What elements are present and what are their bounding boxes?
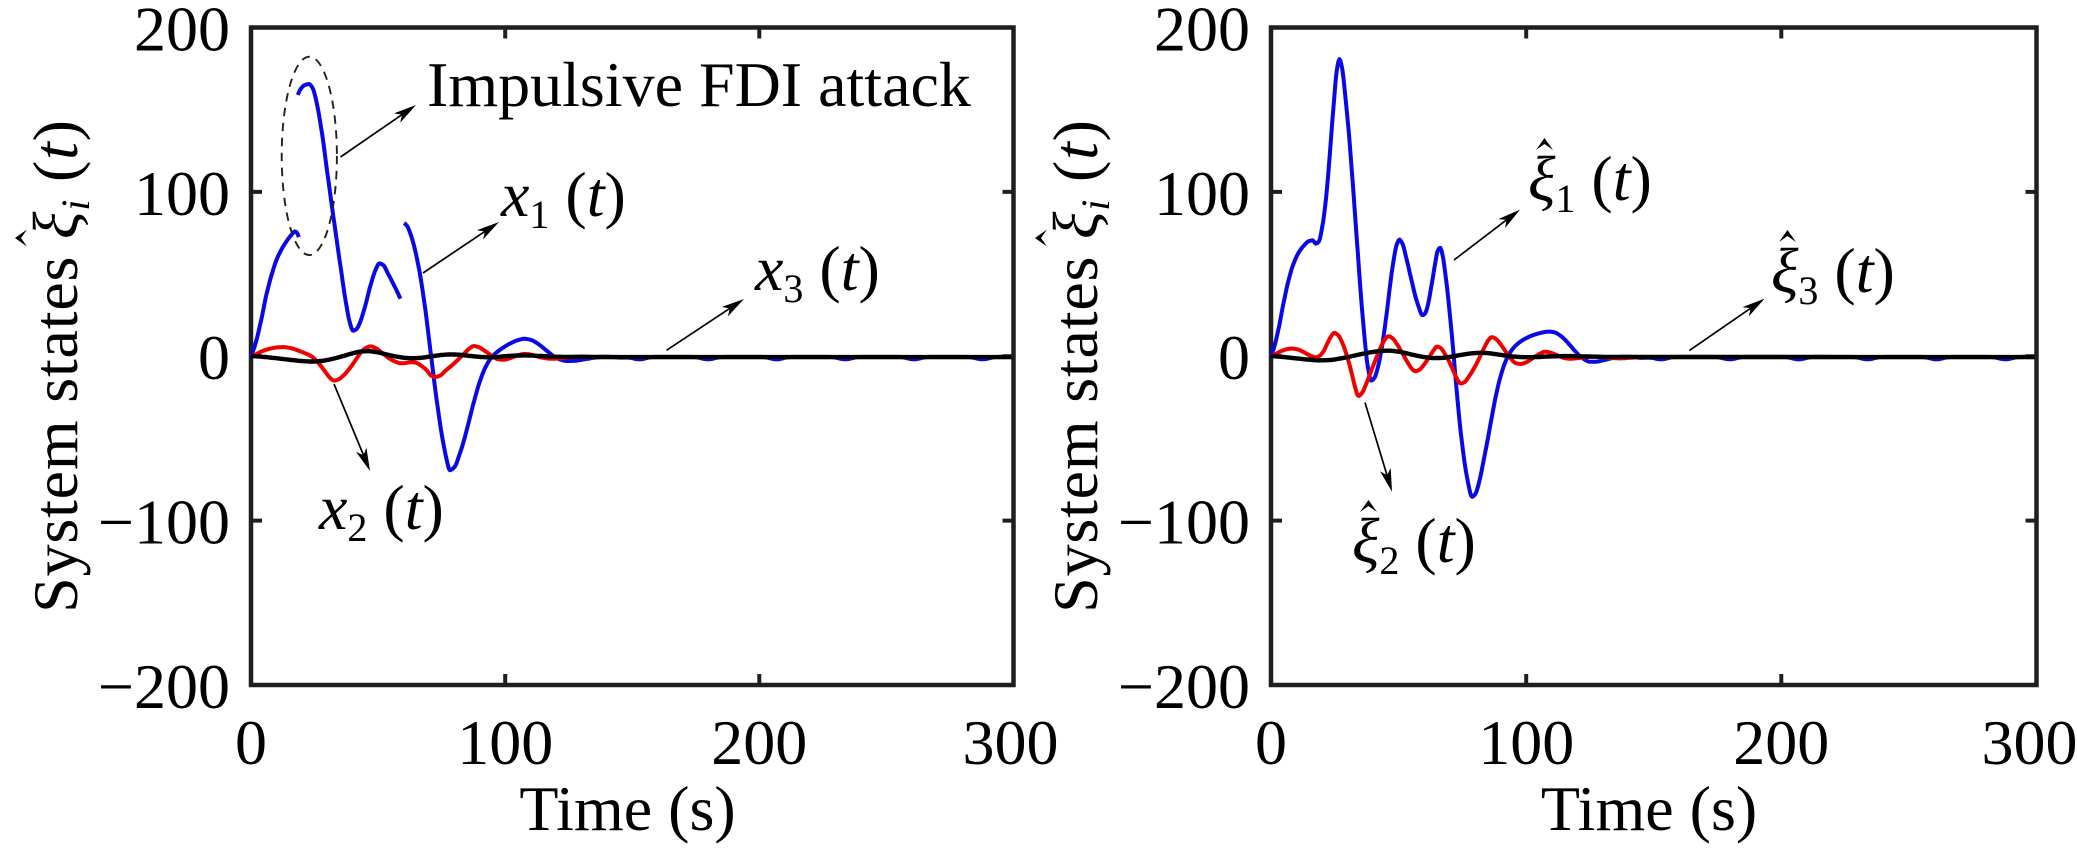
svg-text:System states ξi (t): System states ξi (t) — [1040, 119, 1118, 613]
svg-text:System states ξi (t): System states ξi (t) — [20, 119, 98, 613]
svg-text:0: 0 — [1255, 707, 1287, 778]
svg-text:ξ3 (t): ξ3 (t) — [1771, 235, 1895, 313]
svg-text:ξ2 (t): ξ2 (t) — [1352, 505, 1476, 583]
svg-text:Impulsive FDI attack: Impulsive FDI attack — [427, 49, 971, 120]
svg-text:−200: −200 — [1118, 651, 1250, 722]
svg-text:300: 300 — [1982, 707, 2077, 778]
svg-text:ξ1 (t): ξ1 (t) — [1528, 143, 1652, 221]
svg-text:−200: −200 — [98, 651, 230, 722]
svg-text:0: 0 — [198, 322, 230, 393]
svg-text:100: 100 — [457, 707, 553, 778]
svg-text:100: 100 — [1478, 707, 1574, 778]
svg-text:−100: −100 — [1118, 487, 1250, 558]
svg-text:0: 0 — [1218, 322, 1250, 393]
svg-text:x3 (t): x3 (t) — [754, 233, 880, 311]
svg-text:100: 100 — [1154, 158, 1250, 229]
svg-text:−100: −100 — [98, 487, 230, 558]
svg-text:Time (s): Time (s) — [519, 773, 735, 844]
svg-text:200: 200 — [1154, 0, 1250, 65]
svg-text:200: 200 — [711, 707, 807, 778]
svg-text:100: 100 — [134, 158, 230, 229]
svg-text:0: 0 — [235, 707, 267, 778]
svg-text:200: 200 — [1733, 707, 1829, 778]
svg-text:x2 (t): x2 (t) — [318, 472, 444, 550]
svg-text:x1 (t): x1 (t) — [500, 159, 626, 237]
svg-text:300: 300 — [963, 707, 1059, 778]
svg-text:200: 200 — [134, 0, 230, 65]
svg-text:Time (s): Time (s) — [1541, 773, 1757, 844]
